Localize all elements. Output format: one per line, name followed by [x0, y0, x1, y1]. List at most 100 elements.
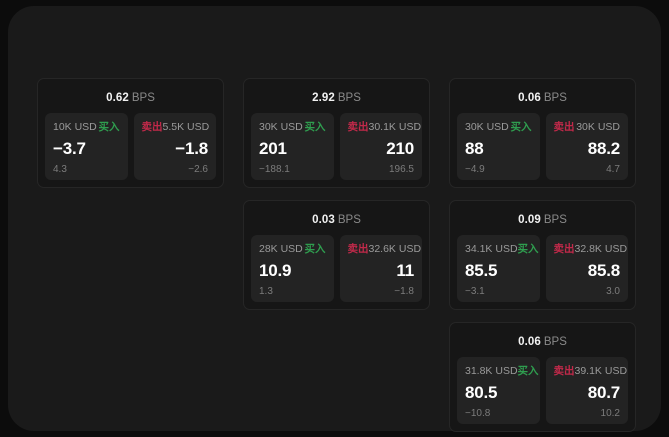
sell-tag: 卖出 [347, 121, 369, 133]
sell-size: 30K USD [576, 120, 620, 133]
bps-unit-label: BPS [543, 336, 567, 348]
bps-value: 0.03 [312, 214, 335, 226]
sell-size: 5.5K USD [162, 120, 210, 133]
bps-value: 0.06 [518, 336, 541, 348]
quote-card[interactable]: 2.92 BPS 30K USD 买入 201 −188.1 卖出 30.1K USD 210 1… [243, 78, 430, 188]
card-body: 28K USD 买入 10.9 1.3 卖出 32.6K USD 11 −1.8 [251, 235, 422, 302]
sell-delta: 196.5 [388, 164, 414, 175]
quote-column: 2.92 BPS 30K USD 买入 201 −188.1 卖出 30.1K USD 210 1… [243, 78, 430, 310]
sell-panel-header: 卖出 39.1K USD [553, 364, 628, 378]
card-header: 0.62 BPS [45, 87, 216, 113]
buy-panel[interactable]: 31.8K USD 买入 80.5 −10.8 [457, 357, 540, 424]
sell-size: 32.6K USD [368, 242, 422, 255]
sell-panel[interactable]: 卖出 32.8K USD 85.8 3.0 [545, 235, 628, 302]
card-body: 34.1K USD 买入 85.5 −3.1 卖出 32.8K USD 85.8 3.0 [457, 235, 628, 302]
sell-price: 11 [396, 261, 414, 280]
card-header: 0.06 BPS [457, 331, 628, 357]
buy-panel[interactable]: 10K USD 买入 −3.7 4.3 [45, 113, 128, 180]
buy-panel-header: 10K USD 买入 [53, 120, 120, 134]
card-header: 0.09 BPS [457, 209, 628, 235]
bps-unit-label: BPS [337, 214, 361, 226]
card-header: 0.03 BPS [251, 209, 422, 235]
buy-price: −3.7 [53, 139, 86, 158]
buy-size: 30K USD [259, 120, 303, 133]
buy-panel[interactable]: 30K USD 买入 201 −188.1 [251, 113, 334, 180]
bps-unit-label: BPS [543, 214, 567, 226]
bps-value: 0.09 [518, 214, 541, 226]
buy-size: 10K USD [53, 120, 97, 133]
buy-price: 80.5 [465, 383, 498, 402]
sell-price: 85.8 [587, 261, 620, 280]
sell-panel-header: 卖出 32.6K USD [348, 242, 422, 256]
quote-column: 0.06 BPS 30K USD 买入 88 −4.9 卖出 30K USD 88.2 4.7 0.… [449, 78, 636, 432]
card-body: 31.8K USD 买入 80.5 −10.8 卖出 39.1K USD 80.7 10.2 [457, 357, 628, 424]
buy-price: 10.9 [259, 261, 292, 280]
bps-value: 2.92 [312, 92, 335, 104]
buy-price: 85.5 [465, 261, 498, 280]
sell-delta: 4.7 [606, 164, 620, 175]
sell-panel-header: 卖出 30.1K USD [347, 120, 422, 134]
sell-panel-header: 卖出 32.8K USD [554, 242, 628, 256]
quote-card[interactable]: 0.62 BPS 10K USD 买入 −3.7 4.3 卖出 5.5K USD −1.8 −2.… [37, 78, 224, 188]
sell-delta: −2.6 [188, 164, 208, 175]
sell-panel[interactable]: 卖出 5.5K USD −1.8 −2.6 [133, 113, 216, 180]
buy-panel[interactable]: 28K USD 买入 10.9 1.3 [251, 235, 334, 302]
buy-size: 34.1K USD [465, 242, 518, 255]
sell-size: 39.1K USD [574, 364, 628, 377]
app-shell: 0.62 BPS 10K USD 买入 −3.7 4.3 卖出 5.5K USD −1.8 −2.… [8, 6, 661, 432]
quote-column: 0.62 BPS 10K USD 买入 −3.7 4.3 卖出 5.5K USD −1.8 −2.… [37, 78, 224, 188]
card-header: 0.06 BPS [457, 87, 628, 113]
sell-panel[interactable]: 卖出 30.1K USD 210 196.5 [339, 113, 422, 180]
buy-delta: −10.8 [465, 408, 491, 419]
buy-size: 31.8K USD [465, 364, 518, 377]
buy-tag: 买入 [517, 243, 539, 255]
buy-panel-header: 28K USD 买入 [259, 242, 326, 256]
bps-value: 0.06 [518, 92, 541, 104]
quote-card[interactable]: 0.06 BPS 30K USD 买入 88 −4.9 卖出 30K USD 88.2 4.7 [449, 78, 636, 188]
buy-panel-header: 30K USD 买入 [465, 120, 532, 134]
card-body: 10K USD 买入 −3.7 4.3 卖出 5.5K USD −1.8 −2.6 [45, 113, 216, 180]
buy-delta: −188.1 [259, 164, 290, 175]
buy-tag: 买入 [517, 365, 539, 377]
bps-unit-label: BPS [337, 92, 361, 104]
sell-panel[interactable]: 卖出 39.1K USD 80.7 10.2 [545, 357, 628, 424]
sell-tag: 卖出 [553, 365, 575, 377]
buy-size: 28K USD [259, 242, 303, 255]
quote-card[interactable]: 0.03 BPS 28K USD 买入 10.9 1.3 卖出 32.6K USD 11 −1.8 [243, 200, 430, 310]
sell-price: −1.8 [175, 139, 208, 158]
sell-size: 32.8K USD [574, 242, 628, 255]
sell-panel[interactable]: 卖出 30K USD 88.2 4.7 [545, 113, 628, 180]
sell-price: 210 [386, 139, 414, 158]
buy-tag: 买入 [304, 243, 326, 255]
buy-delta: −3.1 [465, 286, 485, 297]
buy-price: 88 [465, 139, 484, 158]
buy-tag: 买入 [304, 121, 326, 133]
sell-panel[interactable]: 卖出 32.6K USD 11 −1.8 [339, 235, 422, 302]
buy-tag: 买入 [98, 121, 120, 133]
buy-panel[interactable]: 30K USD 买入 88 −4.9 [457, 113, 540, 180]
buy-delta: 4.3 [53, 164, 67, 175]
buy-tag: 买入 [510, 121, 532, 133]
sell-panel-header: 卖出 30K USD [553, 120, 621, 134]
buy-panel-header: 30K USD 买入 [259, 120, 326, 134]
sell-delta: 10.2 [600, 408, 620, 419]
buy-panel[interactable]: 34.1K USD 买入 85.5 −3.1 [457, 235, 540, 302]
sell-tag: 卖出 [553, 121, 575, 133]
buy-price: 201 [259, 139, 287, 158]
card-header: 2.92 BPS [251, 87, 422, 113]
card-body: 30K USD 买入 201 −188.1 卖出 30.1K USD 210 196.5 [251, 113, 422, 180]
sell-size: 30.1K USD [368, 120, 422, 133]
sell-price: 80.7 [587, 383, 620, 402]
quote-card[interactable]: 0.06 BPS 31.8K USD 买入 80.5 −10.8 卖出 39.1K USD 80… [449, 322, 636, 432]
buy-panel-header: 34.1K USD 买入 [465, 242, 539, 256]
quote-card[interactable]: 0.09 BPS 34.1K USD 买入 85.5 −3.1 卖出 32.8K USD 85.… [449, 200, 636, 310]
sell-delta: −1.8 [394, 286, 414, 297]
sell-price: 88.2 [587, 139, 620, 158]
bps-unit-label: BPS [131, 92, 155, 104]
sell-panel-header: 卖出 5.5K USD [142, 120, 210, 134]
buy-delta: −4.9 [465, 164, 485, 175]
bps-unit-label: BPS [543, 92, 567, 104]
buy-delta: 1.3 [259, 286, 273, 297]
buy-size: 30K USD [465, 120, 509, 133]
sell-delta: 3.0 [606, 286, 620, 297]
